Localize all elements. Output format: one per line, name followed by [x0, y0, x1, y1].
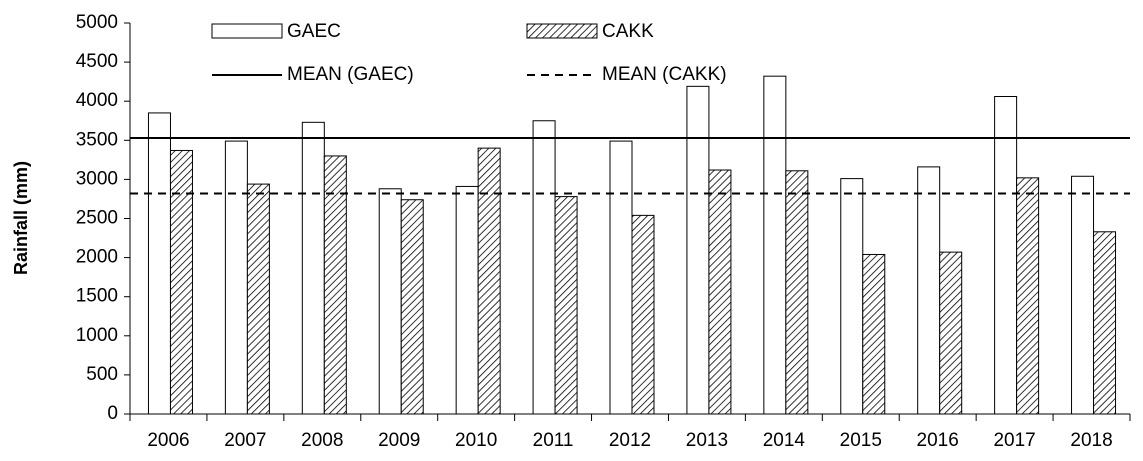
bar — [994, 96, 1018, 415]
y-tick-label: 3000 — [76, 168, 118, 189]
bar — [554, 196, 578, 415]
y-tick-label: 5000 — [76, 12, 118, 33]
x-tick-label: 2008 — [301, 430, 343, 451]
legend-swatch — [211, 23, 283, 39]
y-tick-label: 4000 — [76, 90, 118, 111]
x-tick-label: 2014 — [763, 430, 806, 451]
x-tick-label: 2007 — [224, 430, 266, 451]
y-tick-label: 2500 — [76, 208, 118, 229]
bar — [1016, 177, 1040, 415]
x-tick-label: 2011 — [533, 430, 574, 451]
y-tick-label: 1500 — [76, 286, 118, 307]
bar — [400, 199, 424, 415]
y-tick-label: 1000 — [76, 325, 118, 346]
bar — [532, 120, 556, 415]
bar — [1093, 231, 1117, 415]
y-tick-label: 0 — [107, 403, 118, 424]
y-tick-label: 4500 — [76, 51, 118, 72]
x-tick-label: 2010 — [455, 430, 497, 451]
x-tick-label: 2016 — [917, 430, 959, 451]
bar — [785, 170, 809, 415]
bar — [301, 121, 325, 415]
bar — [455, 185, 479, 415]
bar — [246, 183, 270, 415]
bar — [378, 188, 402, 415]
x-tick-label: 2012 — [609, 430, 651, 451]
x-tick-label: 2015 — [840, 430, 882, 451]
bar — [147, 112, 171, 415]
bar — [1071, 175, 1095, 415]
y-tick-label: 2000 — [76, 247, 118, 268]
legend-label: GAEC — [287, 21, 341, 42]
legend-swatch — [526, 23, 598, 39]
legend-label: MEAN (CAKK) — [602, 64, 727, 85]
bar — [169, 149, 193, 415]
bar — [708, 169, 732, 415]
y-tick-label: 3500 — [76, 129, 118, 150]
bar — [939, 251, 963, 415]
x-tick-label: 2017 — [993, 430, 1035, 451]
bar — [323, 155, 347, 415]
x-tick-label: 2009 — [378, 430, 420, 451]
bar — [763, 75, 787, 415]
bar — [862, 253, 886, 415]
legend-label: CAKK — [602, 21, 654, 42]
bar — [917, 166, 941, 415]
y-tick-label: 500 — [86, 364, 118, 385]
bar — [609, 140, 633, 415]
bar — [224, 140, 248, 415]
bar — [686, 85, 710, 415]
x-tick-label: 2018 — [1070, 430, 1112, 451]
bar — [840, 178, 864, 415]
bar — [477, 147, 501, 415]
bar — [631, 214, 655, 415]
legend-label: MEAN (GAEC) — [287, 64, 414, 85]
x-tick-label: 2013 — [686, 430, 728, 451]
y-axis-label: Rainfall (mm) — [11, 161, 31, 275]
x-tick-label: 2006 — [147, 430, 189, 451]
